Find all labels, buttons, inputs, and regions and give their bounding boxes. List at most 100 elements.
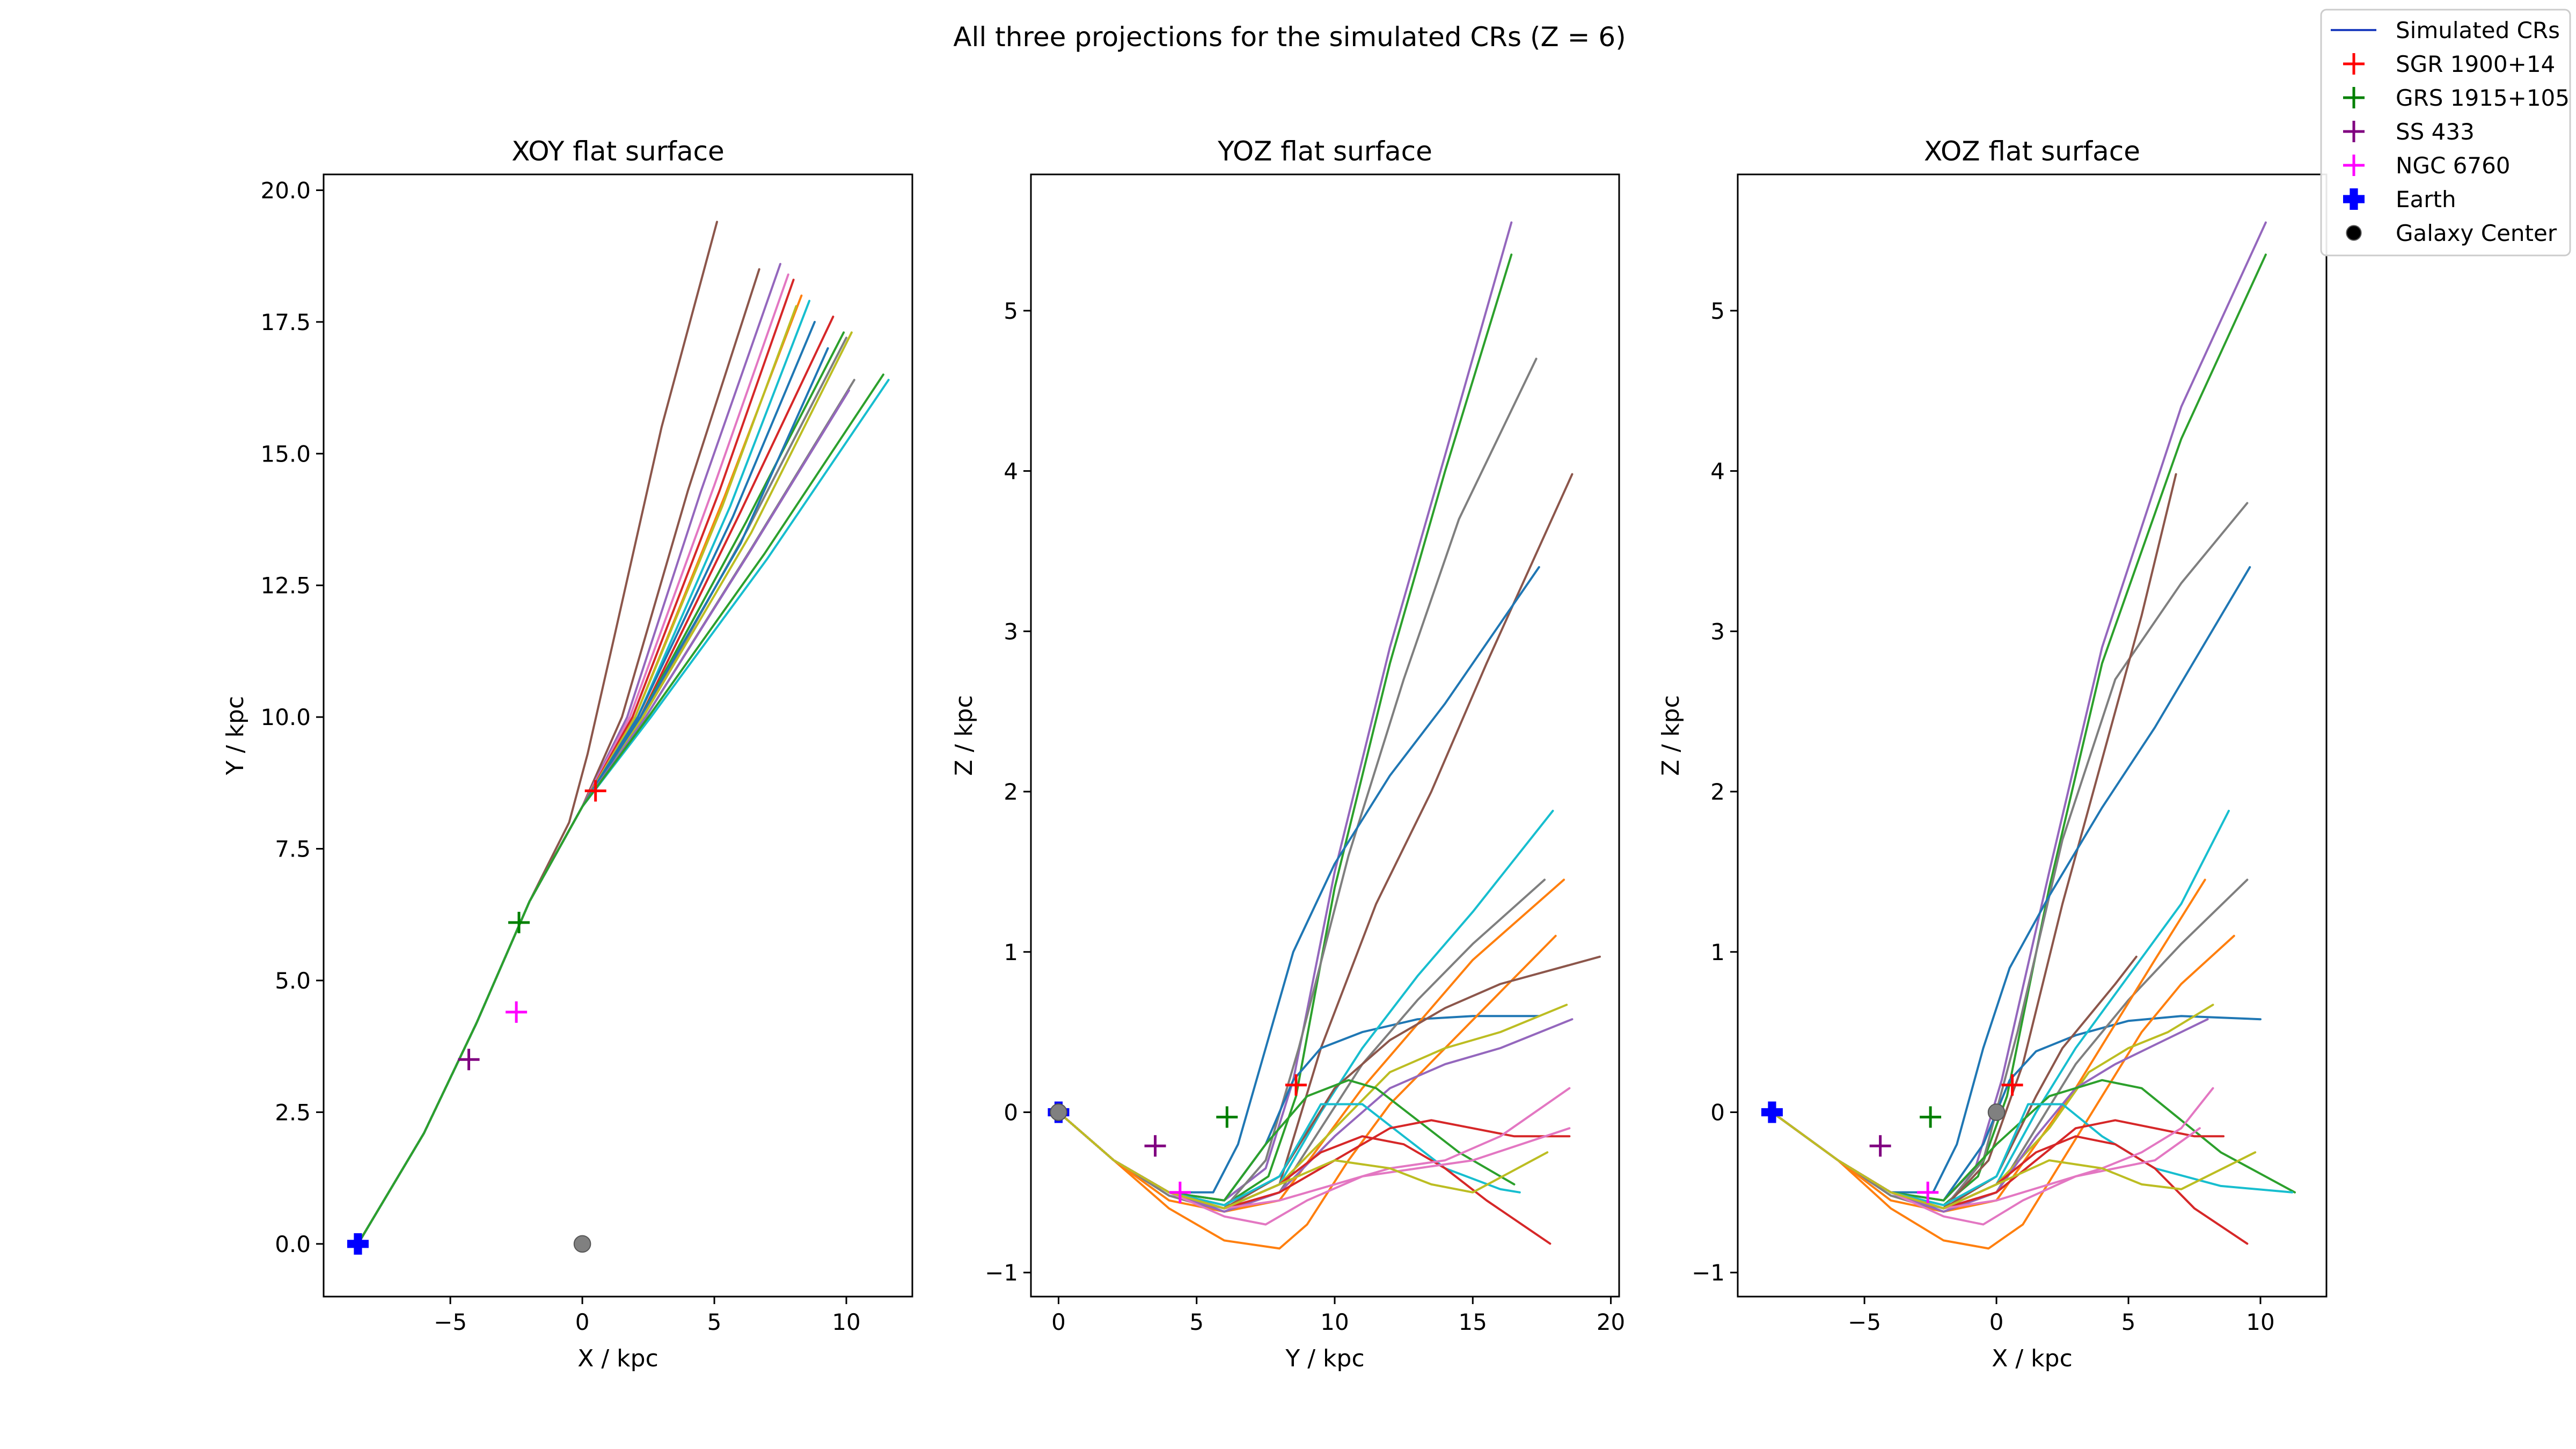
marker-galaxy-center: [1987, 1103, 2006, 1121]
y-tick-label: 0: [1710, 1099, 1725, 1125]
legend-label: Earth: [2396, 186, 2456, 213]
cr-trajectory-20: [1057, 1111, 1549, 1210]
y-tick-label: 5.0: [275, 968, 311, 994]
marker-galaxy-center: [573, 1235, 591, 1253]
legend: Simulated CRs SGR 1900+14 GRS 1915+105 SS 4…: [2320, 9, 2571, 257]
y-tick-label: 2.5: [275, 1099, 311, 1125]
y-tick-label: 15.0: [260, 441, 311, 467]
cr-trajectory-10: [1771, 934, 2235, 1250]
marker-ss-433: [1144, 1135, 1166, 1157]
x-axis-label: Y / kpc: [1285, 1345, 1364, 1372]
panel-xoy: XOY flat surface −5 0 5 10 0.0 2.5 5.0 7.5 10.0 12…: [222, 136, 913, 1372]
x-axis-label: X / kpc: [1992, 1345, 2073, 1372]
y-tick-label: 4: [1710, 458, 1725, 485]
legend-marker-swatch: [2343, 155, 2365, 176]
legend-frame: [2320, 9, 2571, 257]
y-tick-label: 5: [1710, 298, 1725, 324]
y-tick-label: 10.0: [260, 704, 311, 730]
x-tick-label: 10: [1320, 1309, 1349, 1335]
marker-ngc-6760: [1917, 1181, 1939, 1203]
legend-entry: NGC 6760: [2343, 152, 2511, 179]
panel-title: XOY flat surface: [511, 136, 724, 167]
cr-trajectory-10: [1057, 934, 1557, 1250]
cr-trajectory-8: [1057, 879, 1546, 1213]
marker-galaxy-center: [1050, 1103, 1067, 1121]
x-tick-label: −5: [434, 1309, 467, 1335]
marker-earth: [1761, 1101, 1783, 1123]
marker-sgr-1900-14: [1285, 1074, 1307, 1096]
panel-yoz: YOZ flat surface 0 5 10 15 20 −1 0 1 2 3 4 5 Y / kpc Z…: [950, 136, 1625, 1372]
panel-title: XOZ flat surface: [1924, 136, 2140, 167]
y-tick-label: 3: [1004, 618, 1018, 645]
plot-frame: [323, 173, 913, 1298]
y-tick-label: 3: [1710, 618, 1725, 645]
y-tick-label: 0: [1004, 1099, 1018, 1125]
series-group: [357, 221, 890, 1245]
y-axis-label: Z / kpc: [950, 695, 978, 776]
x-tick-label: −5: [1848, 1309, 1881, 1335]
y-tick-label: 7.5: [275, 836, 311, 862]
y-tick-label: 17.5: [260, 309, 311, 335]
x-tick-label: 0: [1051, 1309, 1066, 1335]
marker-ngc-6760: [506, 1001, 528, 1023]
legend-label: SGR 1900+14: [2396, 51, 2555, 77]
x-tick-label: 5: [1189, 1309, 1204, 1335]
panels: XOY flat surface−5 0 5 100.02.55.07.510.012…: [222, 136, 2328, 1372]
legend-marker-swatch: [2346, 225, 2362, 241]
cr-trajectory-20: [1771, 1111, 2257, 1210]
legend-label: Simulated CRs: [2396, 17, 2560, 43]
legend-marker-swatch: [2343, 121, 2365, 142]
figure-title: All three projections for the simulated …: [953, 21, 1626, 53]
marker-ngc-6760: [1169, 1181, 1191, 1203]
legend-entry: GRS 1915+105: [2343, 85, 2570, 111]
marker-grs-1915-105: [508, 912, 530, 933]
marker-sgr-1900-14: [2001, 1074, 2023, 1096]
panel-xoz: XOZ flat surface −5 0 5 10 −1 0 1 2 3 4 5 X / kpc Z /…: [1657, 136, 2328, 1372]
y-tick-label: 2: [1004, 779, 1018, 805]
x-tick-label: 15: [1459, 1309, 1487, 1335]
y-tick-label: 4: [1004, 458, 1018, 485]
y-axis-label: Y / kpc: [222, 696, 249, 775]
legend-entry: Earth: [2343, 186, 2456, 213]
marker-sgr-1900-14: [584, 780, 606, 802]
y-tick-label: −1: [1692, 1260, 1725, 1286]
marker-grs-1915-105: [1216, 1106, 1238, 1128]
legend-marker-swatch: [2343, 53, 2365, 75]
x-tick-label: 5: [707, 1309, 722, 1335]
y-tick-label: −1: [985, 1260, 1018, 1286]
legend-entry: SGR 1900+14: [2343, 51, 2555, 77]
x-tick-label: 0: [575, 1309, 590, 1335]
legend-marker-swatch: [2343, 87, 2365, 108]
legend-label: SS 433: [2396, 119, 2475, 145]
legend-entry: Galaxy Center: [2346, 220, 2557, 246]
markers: [347, 780, 606, 1255]
marker-grs-1915-105: [1920, 1106, 1942, 1128]
series-group: [1057, 221, 1601, 1250]
cr-trajectory-18: [357, 374, 884, 1245]
y-tick-label: 0.0: [275, 1231, 311, 1257]
y-tick-label: 2: [1710, 779, 1725, 805]
panel-title: YOZ flat surface: [1217, 136, 1432, 167]
cr-trajectory-8: [1771, 879, 2249, 1213]
legend-label: NGC 6760: [2396, 152, 2511, 179]
legend-marker-swatch: [2343, 188, 2365, 210]
legend-entry: Simulated CRs: [2331, 17, 2560, 43]
y-tick-label: 1: [1710, 939, 1725, 965]
legend-label: Galaxy Center: [2396, 220, 2557, 246]
x-tick-label: 10: [2246, 1309, 2274, 1335]
markers: [1048, 1074, 1307, 1203]
y-tick-label: 12.5: [260, 573, 311, 599]
markers: [1761, 1074, 2023, 1203]
y-tick-label: 1: [1004, 939, 1018, 965]
plot-frame: [1030, 173, 1620, 1298]
y-axis-label: Z / kpc: [1657, 695, 1685, 776]
legend-entry: SS 433: [2343, 119, 2475, 145]
y-tick-label: 20.0: [260, 177, 311, 203]
x-tick-label: 0: [1989, 1309, 2004, 1335]
x-tick-label: 5: [2121, 1309, 2136, 1335]
x-tick-label: 20: [1597, 1309, 1625, 1335]
marker-ss-433: [458, 1049, 480, 1071]
marker-earth: [347, 1233, 369, 1255]
